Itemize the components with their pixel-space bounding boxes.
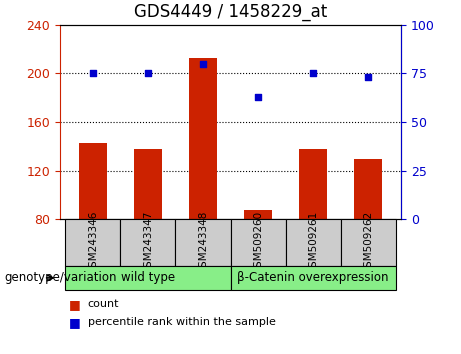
FancyBboxPatch shape: [230, 219, 285, 266]
Point: [199, 61, 207, 67]
FancyBboxPatch shape: [176, 219, 230, 266]
Text: β-Catenin overexpression: β-Catenin overexpression: [237, 272, 389, 284]
Text: GSM509261: GSM509261: [308, 211, 318, 274]
Text: GSM243348: GSM243348: [198, 211, 208, 274]
Text: percentile rank within the sample: percentile rank within the sample: [88, 317, 276, 327]
Text: GSM243347: GSM243347: [143, 211, 153, 274]
Bar: [189, 58, 217, 219]
Text: ■: ■: [69, 298, 81, 311]
Point: [254, 94, 262, 99]
Bar: [244, 210, 272, 219]
Bar: [355, 159, 382, 219]
Bar: [299, 149, 327, 219]
Bar: [134, 149, 162, 219]
Text: genotype/variation: genotype/variation: [5, 272, 117, 284]
Point: [144, 70, 152, 76]
FancyBboxPatch shape: [285, 219, 341, 266]
Text: GSM509262: GSM509262: [363, 211, 373, 274]
Point: [89, 70, 97, 76]
Text: GSM243346: GSM243346: [88, 211, 98, 274]
Text: count: count: [88, 299, 119, 309]
Text: wild type: wild type: [121, 272, 175, 284]
FancyBboxPatch shape: [65, 266, 230, 290]
Text: GSM509260: GSM509260: [253, 211, 263, 274]
Title: GDS4449 / 1458229_at: GDS4449 / 1458229_at: [134, 3, 327, 21]
FancyBboxPatch shape: [230, 266, 396, 290]
FancyBboxPatch shape: [120, 219, 176, 266]
Point: [364, 74, 372, 80]
FancyBboxPatch shape: [341, 219, 396, 266]
Point: [309, 70, 317, 76]
Bar: [79, 143, 106, 219]
FancyBboxPatch shape: [65, 219, 120, 266]
Text: ■: ■: [69, 316, 81, 329]
